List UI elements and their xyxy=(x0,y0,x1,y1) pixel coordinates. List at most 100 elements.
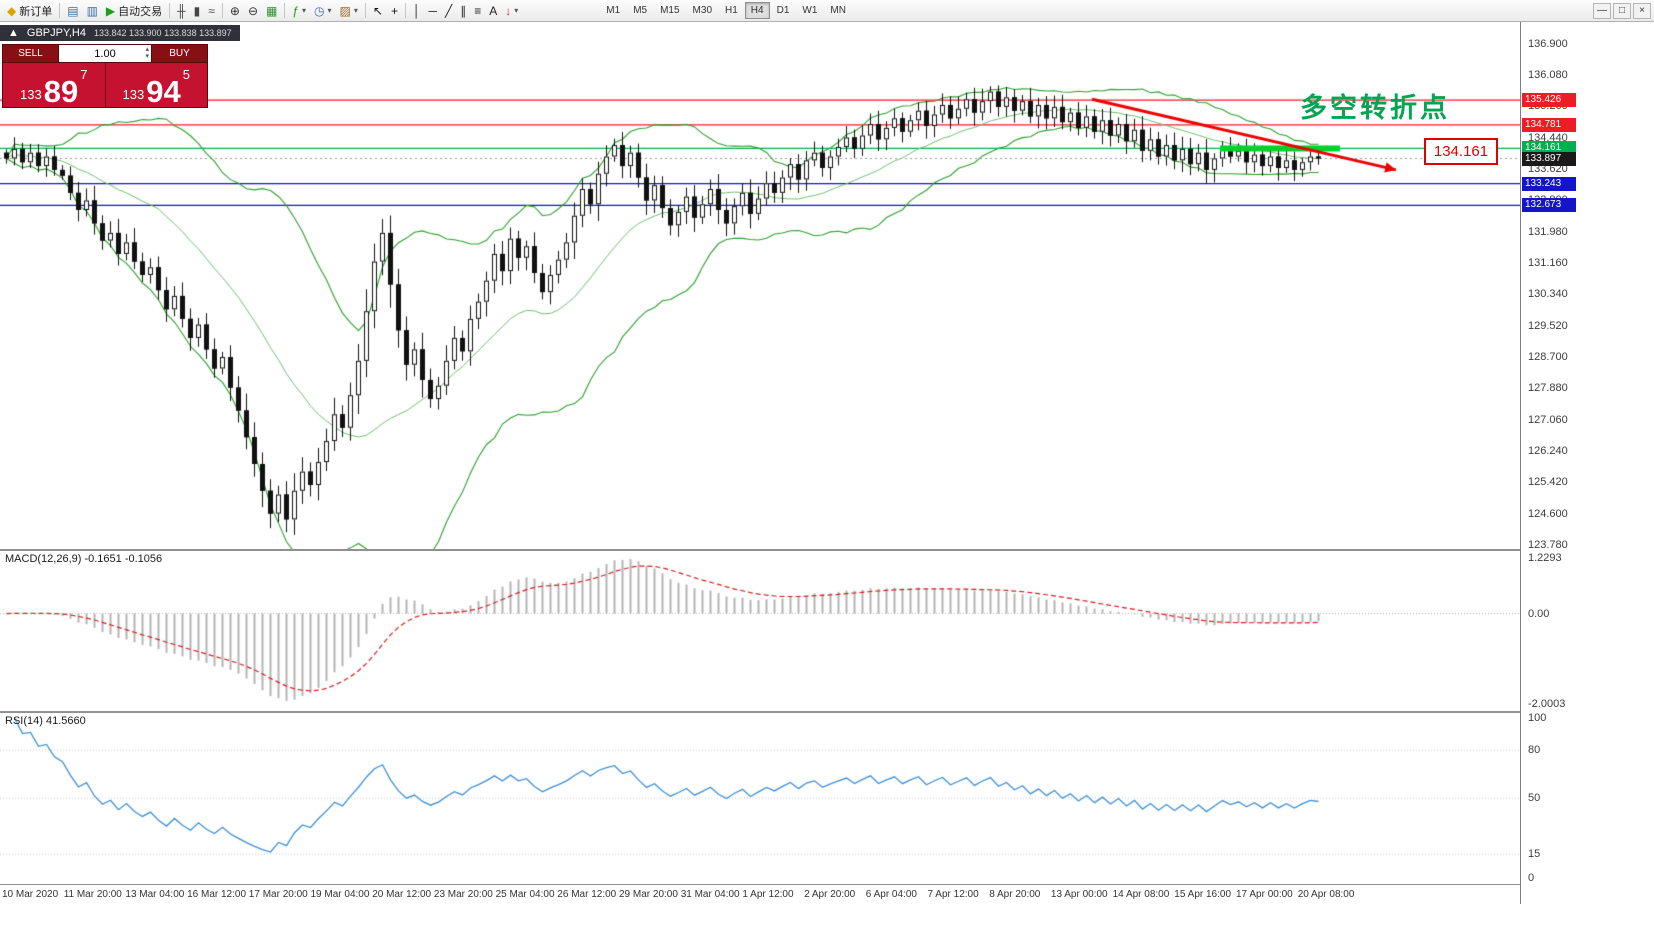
timeframe-buttons: M1 M5 M15 M30 H1 H4 D1 W1 MN xyxy=(600,2,852,19)
price-tick-label: 133.620 xyxy=(1528,163,1568,176)
time-axis-label: 15 Apr 16:00 xyxy=(1174,889,1232,900)
lot-increment-icon[interactable]: ▴ xyxy=(145,46,149,53)
sell-price-big-figure: 133 xyxy=(20,87,42,102)
timeframe-m30-button[interactable]: M30 xyxy=(687,2,718,19)
sell-button[interactable]: SELL xyxy=(3,45,58,62)
profiles-button[interactable]: ▥ xyxy=(83,1,102,20)
price-level-box[interactable]: 134.161 xyxy=(1424,138,1498,165)
symbol-title: GBPJPY,H4 xyxy=(26,27,86,39)
price-tag[interactable]: 133.897 xyxy=(1522,151,1576,166)
time-axis-label: 2 Apr 20:00 xyxy=(804,889,856,900)
vertical-line-button[interactable]: │ xyxy=(409,1,425,20)
periods-button[interactable]: ◷ ▾ xyxy=(310,1,336,20)
price-tag[interactable]: 135.426 xyxy=(1522,93,1576,108)
text-label-button[interactable]: A xyxy=(485,1,501,20)
price-tick-label: 128.700 xyxy=(1528,351,1568,364)
price-tag[interactable]: 132.673 xyxy=(1522,198,1576,213)
time-axis-label: 19 Mar 04:00 xyxy=(310,889,370,900)
zoom-in-button[interactable]: ⊕ xyxy=(226,1,244,20)
chart-window-icon: ▤ xyxy=(67,3,79,18)
price-tag[interactable]: 133.243 xyxy=(1522,176,1576,191)
arrows-tool-button[interactable]: ↓ ▾ xyxy=(501,1,522,20)
collapse-trade-panel-icon[interactable]: ▲ xyxy=(8,27,19,39)
price-tick-label: 131.160 xyxy=(1528,257,1568,270)
timeframe-h4-button[interactable]: H4 xyxy=(744,2,770,19)
equidistant-channel-button[interactable]: ∥ xyxy=(456,1,470,20)
cursor-button[interactable]: ↖ xyxy=(369,1,387,20)
panel-splitter[interactable] xyxy=(0,549,1654,551)
rsi-panel-canvas[interactable] xyxy=(0,713,1520,884)
price-tick-label: 127.060 xyxy=(1528,413,1568,426)
toolbar-separator xyxy=(284,3,286,18)
restore-window-button[interactable]: □ xyxy=(1613,2,1631,19)
price-tick-label: 134.440 xyxy=(1528,131,1568,144)
timeframe-m15-button[interactable]: M15 xyxy=(654,2,685,19)
price-tick-label: 136.900 xyxy=(1528,37,1568,50)
price-chart-canvas[interactable] xyxy=(0,22,1520,549)
indicators-button[interactable]: ƒ ▾ xyxy=(288,1,310,20)
macd-tick-label: -2.0003 xyxy=(1528,698,1566,710)
rsi-indicator-label: RSI(14) 41.5660 xyxy=(5,715,86,727)
rsi-tick-label: 50 xyxy=(1528,792,1541,804)
price-tag[interactable]: 134.781 xyxy=(1522,117,1576,132)
autotrading-icon: ▶ xyxy=(105,3,116,18)
fibonacci-button[interactable]: ≡ xyxy=(470,1,485,20)
candlestick-mode-icon: ▮ xyxy=(193,3,201,18)
time-axis-label: 11 Mar 20:00 xyxy=(63,889,122,900)
timeframe-mn-button[interactable]: MN xyxy=(824,2,852,19)
new-order-icon: ◆ xyxy=(7,3,17,18)
autotrading-button[interactable]: ▶ 自动交易 xyxy=(102,1,166,20)
time-axis-label: 14 Apr 08:00 xyxy=(1112,889,1170,900)
time-axis-label: 29 Mar 20:00 xyxy=(619,889,678,900)
lot-decrement-icon[interactable]: ▾ xyxy=(145,53,149,60)
time-axis-label: 10 Mar 2020 xyxy=(2,889,59,900)
horizontal-line-icon: ─ xyxy=(428,3,437,18)
close-window-button[interactable]: × xyxy=(1633,2,1651,19)
buy-button[interactable]: BUY xyxy=(152,45,207,62)
panel-splitter[interactable] xyxy=(0,711,1654,713)
timeframe-h1-button[interactable]: H1 xyxy=(719,2,744,19)
text-label-icon: A xyxy=(489,3,498,18)
chart-window-button[interactable]: ▤ xyxy=(63,1,82,20)
turning-point-annotation[interactable]: 多空转折点 xyxy=(1300,93,1450,123)
time-axis[interactable]: 10 Mar 2020 11 Mar 20:00 13 Mar 04:00 16 Ma… xyxy=(0,884,1520,905)
crosshair-icon: + xyxy=(390,3,398,18)
fibonacci-icon: ≡ xyxy=(474,3,482,18)
buy-price-button[interactable]: 133 94 5 xyxy=(104,63,208,107)
time-axis-label: 17 Apr 00:00 xyxy=(1236,889,1293,900)
timeframe-d1-button[interactable]: D1 xyxy=(771,2,796,19)
price-axis[interactable]: 136.900136.080135.260134.440133.620132.8… xyxy=(1520,22,1654,904)
time-axis-label: 20 Apr 08:00 xyxy=(1297,889,1355,900)
timeframe-m5-button[interactable]: M5 xyxy=(627,2,653,19)
rsi-tick-label: 0 xyxy=(1528,872,1535,884)
crosshair-button[interactable]: + xyxy=(387,1,402,20)
lot-stepper: ▴ ▾ xyxy=(145,46,149,60)
timeframe-w1-button[interactable]: W1 xyxy=(796,2,823,19)
line-chart-mode-button[interactable]: ≈ xyxy=(204,1,219,20)
zoom-in-icon: ⊕ xyxy=(229,3,240,18)
sell-price-button[interactable]: 133 89 7 xyxy=(3,63,105,107)
sell-price-pips: 89 xyxy=(43,73,79,109)
lot-size-field[interactable]: 1.00 ▴ ▾ xyxy=(58,45,152,62)
price-tick-label: 124.600 xyxy=(1528,507,1568,520)
new-order-button[interactable]: ◆ 新订单 xyxy=(3,1,56,20)
dropdown-arrow-icon: ▾ xyxy=(302,6,307,15)
price-tick-label: 130.340 xyxy=(1528,288,1568,301)
minimize-window-button[interactable]: — xyxy=(1593,2,1611,19)
horizontal-line-button[interactable]: ─ xyxy=(424,1,441,20)
tile-windows-button[interactable]: ▦ xyxy=(262,1,281,20)
one-click-trade-panel: SELL 1.00 ▴ ▾ BUY 133 89 7 133 94 5 xyxy=(2,44,208,108)
macd-panel-canvas[interactable] xyxy=(0,551,1520,711)
zoom-out-button[interactable]: ⊖ xyxy=(244,1,262,20)
templates-button[interactable]: ▨ ▾ xyxy=(336,1,362,20)
macd-tick-label: 1.2293 xyxy=(1528,552,1562,564)
time-axis-label: 16 Mar 12:00 xyxy=(187,889,247,900)
rsi-tick-label: 80 xyxy=(1528,744,1541,756)
time-axis-label: 20 Mar 12:00 xyxy=(372,889,432,900)
timeframe-m1-button[interactable]: M1 xyxy=(600,2,626,19)
trendline-button[interactable]: ╱ xyxy=(441,1,456,20)
bar-chart-mode-button[interactable]: ╫ xyxy=(173,1,190,20)
buy-price-big-figure: 133 xyxy=(122,87,145,102)
candlestick-mode-button[interactable]: ▮ xyxy=(190,1,205,20)
sell-price-pipette: 7 xyxy=(80,67,88,82)
